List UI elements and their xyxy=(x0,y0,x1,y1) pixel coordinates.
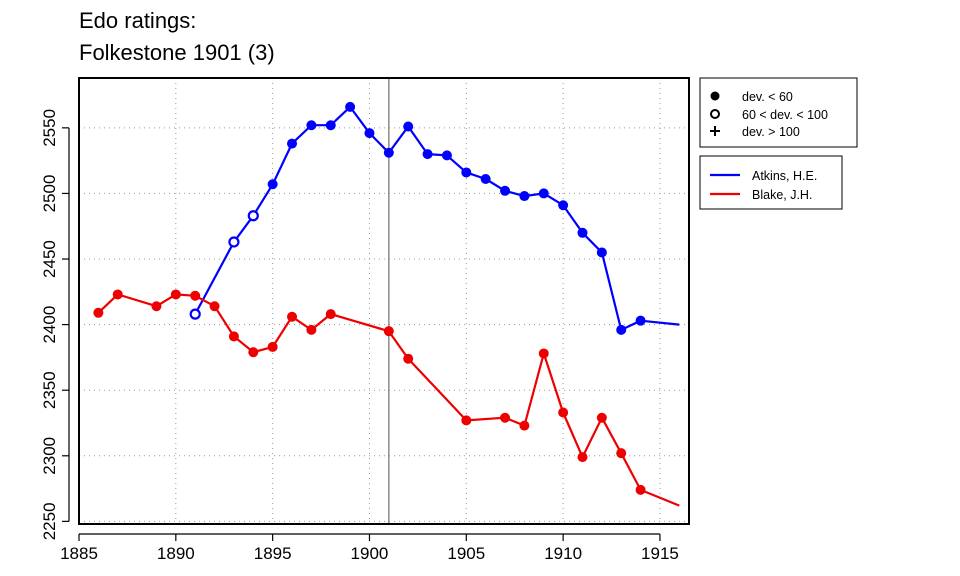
data-point-blake xyxy=(558,407,569,418)
data-point-blake xyxy=(248,347,259,358)
data-point-blake xyxy=(500,412,511,423)
data-point-atkins xyxy=(287,138,298,149)
data-point-blake xyxy=(190,290,201,301)
series-line-atkins xyxy=(194,105,680,331)
y-tick-label: 2400 xyxy=(40,306,59,344)
x-tick-label: 1915 xyxy=(641,544,679,563)
x-tick-label: 1895 xyxy=(254,544,292,563)
deviation-legend-box xyxy=(699,77,858,148)
y-tick-label: 2350 xyxy=(40,371,59,409)
series-legend-label: Blake, J.H. xyxy=(752,188,812,202)
y-tick-label: 2550 xyxy=(40,109,59,147)
y-axis: 2250 2300 2350 2400 2450 2500 2550 xyxy=(40,109,70,540)
x-tick-label: 1885 xyxy=(60,544,98,563)
data-point-blake xyxy=(93,307,104,318)
deviation-legend-label: dev. > 100 xyxy=(742,125,800,139)
data-point-blake xyxy=(112,289,123,300)
data-point-atkins xyxy=(325,120,336,131)
data-point-atkins xyxy=(267,179,278,190)
plot-frame xyxy=(78,77,690,525)
data-point-blake xyxy=(170,289,181,300)
data-point-blake xyxy=(383,326,394,337)
plus-icon xyxy=(710,126,720,136)
data-point-atkins xyxy=(364,128,375,139)
x-tick-label: 1910 xyxy=(544,544,582,563)
x-axis: 1885 1890 1895 1900 1905 1910 1915 xyxy=(60,533,679,563)
data-point-blake xyxy=(577,452,588,463)
data-point-blake xyxy=(519,420,530,431)
data-point-atkins xyxy=(596,247,607,258)
data-point-atkins xyxy=(228,236,240,248)
data-point-atkins xyxy=(577,227,588,238)
data-point-atkins xyxy=(461,167,472,178)
data-point-atkins xyxy=(480,174,491,185)
deviation-legend-label: 60 < dev. < 100 xyxy=(742,108,828,122)
data-point-atkins xyxy=(558,200,569,211)
y-tick-label: 2300 xyxy=(40,437,59,475)
chart-title: Edo ratings: xyxy=(79,8,197,33)
y-tick-label: 2500 xyxy=(40,175,59,213)
series-legend-label: Atkins, H.E. xyxy=(752,169,817,183)
data-point-blake xyxy=(461,415,472,426)
data-point-blake xyxy=(538,348,549,359)
deviation-legend: dev. < 60 60 < dev. < 100 dev. > 100 xyxy=(699,77,858,148)
data-point-atkins xyxy=(441,150,452,161)
data-point-atkins xyxy=(616,324,627,335)
data-point-blake xyxy=(616,448,627,459)
data-point-blake xyxy=(635,484,646,495)
x-tick-label: 1900 xyxy=(351,544,389,563)
data-point-blake xyxy=(287,311,298,322)
data-point-atkins xyxy=(538,188,549,199)
data-point-atkins xyxy=(422,149,433,160)
series-legend: Atkins, H.E. Blake, J.H. xyxy=(699,155,843,210)
data-point-atkins xyxy=(345,101,356,112)
y-tick-label: 2450 xyxy=(40,240,59,278)
data-point-blake xyxy=(151,301,162,312)
chart-subtitle: Folkestone 1901 (3) xyxy=(79,40,275,65)
deviation-legend-label: dev. < 60 xyxy=(742,90,793,104)
data-point-blake xyxy=(306,324,317,335)
data-point-blake xyxy=(325,309,336,320)
series-group xyxy=(93,101,680,507)
data-point-atkins xyxy=(519,191,530,202)
data-point-blake xyxy=(403,353,414,364)
grid-lines xyxy=(79,78,689,524)
data-point-blake xyxy=(596,412,607,423)
data-point-atkins xyxy=(500,185,511,196)
data-point-blake xyxy=(267,341,278,352)
filled-circle-icon xyxy=(710,91,720,101)
data-point-blake xyxy=(228,331,239,342)
data-point-atkins xyxy=(189,308,201,320)
series-legend-box xyxy=(699,155,843,210)
data-point-atkins xyxy=(306,120,317,131)
x-tick-label: 1890 xyxy=(157,544,195,563)
data-point-atkins xyxy=(403,121,414,132)
data-point-atkins xyxy=(247,210,259,222)
open-circle-icon xyxy=(710,109,720,119)
data-point-blake xyxy=(209,301,220,312)
data-point-atkins xyxy=(383,147,394,158)
y-tick-label: 2250 xyxy=(40,502,59,540)
data-point-atkins xyxy=(635,315,646,326)
x-tick-label: 1905 xyxy=(447,544,485,563)
